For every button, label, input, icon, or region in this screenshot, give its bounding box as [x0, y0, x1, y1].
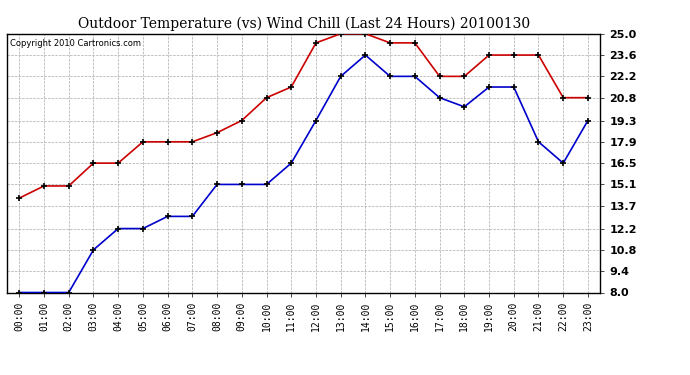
- Title: Outdoor Temperature (vs) Wind Chill (Last 24 Hours) 20100130: Outdoor Temperature (vs) Wind Chill (Las…: [77, 17, 530, 31]
- Text: Copyright 2010 Cartronics.com: Copyright 2010 Cartronics.com: [10, 39, 141, 48]
